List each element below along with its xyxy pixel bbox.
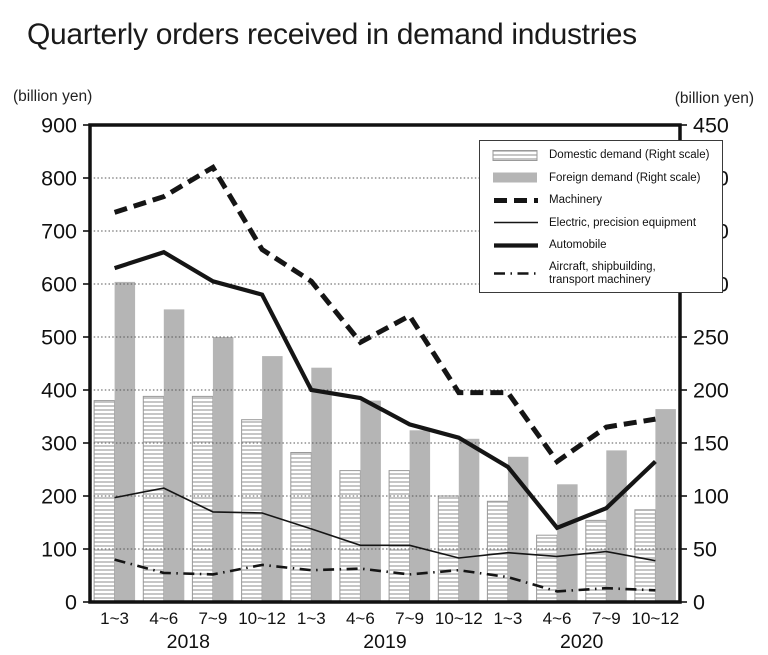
legend-label: Foreign demand (Right scale): [549, 171, 701, 184]
x-label-7: 10~12: [435, 609, 483, 628]
bar-domestic-2: [191, 395, 214, 603]
right-axis-label-250: 250: [693, 326, 729, 350]
legend: Domestic demand (Right scale) Foreign dem…: [479, 140, 723, 293]
legend-label: Aircraft, shipbuilding, transport machin…: [549, 261, 656, 286]
legend-item-thin-solid: Electric, precision equipment: [492, 216, 716, 229]
right-axis-label-450: 450: [693, 114, 729, 138]
right-axis-label-200: 200: [693, 379, 729, 403]
legend-swatch-thin-solid-icon: [492, 216, 542, 229]
page-title: Quarterly orders received in demand indu…: [27, 18, 637, 51]
left-axis-label-900: 900: [41, 114, 77, 138]
right-axis-label-0: 0: [693, 591, 705, 615]
bar-foreign-10: [606, 450, 627, 602]
legend-swatch-striped-bar-icon: [492, 149, 542, 162]
bar-domestic-5: [339, 470, 361, 603]
bar-foreign-0: [114, 281, 136, 602]
legend-label: Machinery: [549, 194, 603, 207]
legend-label: Electric, precision equipment: [549, 216, 697, 229]
bar-foreign-1: [163, 309, 185, 602]
bar-domestic-11: [634, 509, 656, 603]
legend-swatch-thick-dashed-icon: [492, 194, 542, 207]
left-axis-unit: (billion yen): [13, 88, 93, 105]
x-label-2: 7~9: [198, 609, 227, 628]
x-label-11: 10~12: [632, 609, 680, 628]
right-axis-unit: (billion yen): [674, 90, 754, 107]
legend-swatch-solid-bar-icon: [492, 171, 542, 184]
year-label-2020: 2020: [560, 631, 604, 653]
bar-domestic-7: [437, 495, 460, 603]
year-label-2018: 2018: [167, 631, 210, 653]
bar-foreign-3: [262, 356, 283, 602]
left-axis-label-300: 300: [41, 432, 77, 456]
x-label-9: 4~6: [543, 609, 572, 628]
x-label-1: 4~6: [149, 609, 178, 628]
right-axis-label-50: 50: [693, 538, 717, 562]
year-label-2019: 2019: [363, 631, 406, 653]
legend-label: Domestic demand (Right scale): [549, 149, 710, 162]
x-label-10: 7~9: [592, 609, 621, 628]
x-label-3: 10~12: [238, 609, 286, 628]
legend-item-thick-dashed: Machinery: [492, 194, 716, 207]
bar-foreign-5: [360, 400, 381, 602]
left-axis-label-800: 800: [41, 167, 77, 191]
legend-swatch-dash-dot-icon: [492, 267, 542, 280]
bar-domestic-9: [536, 534, 558, 603]
right-axis-label-150: 150: [693, 432, 729, 456]
legend-item-dash-dot: Aircraft, shipbuilding, transport machin…: [492, 261, 716, 286]
x-label-0: 1~3: [100, 609, 129, 628]
line-aircraft-shipbuilding-transport-machinery: [114, 558, 656, 593]
x-label-5: 4~6: [346, 609, 375, 628]
left-axis-label-0: 0: [65, 591, 77, 615]
legend-label: Automobile: [549, 239, 607, 252]
left-axis-label-600: 600: [41, 273, 77, 297]
right-axis-label-100: 100: [693, 485, 729, 509]
line-electric-precision-equipment: [114, 487, 656, 562]
bar-foreign-4: [311, 367, 332, 602]
left-axis-label-400: 400: [41, 379, 77, 403]
bar-domestic-0: [93, 400, 116, 603]
legend-item-striped-bar: Domestic demand (Right scale): [492, 149, 716, 162]
legend-swatch-thick-solid-icon: [492, 239, 542, 252]
bar-foreign-7: [458, 438, 480, 602]
x-label-6: 7~9: [395, 609, 424, 628]
bar-foreign-11: [655, 409, 676, 602]
bar-domestic-6: [388, 470, 411, 603]
bar-foreign-6: [409, 430, 431, 602]
left-axis-label-500: 500: [41, 326, 77, 350]
plot-border: [88, 123, 682, 604]
line-automobile: [113, 249, 657, 531]
legend-item-solid-bar: Foreign demand (Right scale): [492, 171, 716, 184]
bar-foreign-9: [557, 484, 578, 602]
left-axis-label-700: 700: [41, 220, 77, 244]
line-machinery: [113, 163, 656, 465]
bar-domestic-3: [241, 419, 263, 603]
data-lines: [113, 163, 657, 593]
bar-foreign-8: [507, 456, 529, 602]
bar-foreign-2: [212, 337, 234, 602]
left-axis-label-200: 200: [41, 485, 77, 509]
legend-item-thick-solid: Automobile: [492, 239, 716, 252]
bar-domestic-8: [486, 500, 509, 603]
x-label-8: 1~3: [493, 609, 522, 628]
x-label-4: 1~3: [297, 609, 326, 628]
left-axis-label-100: 100: [41, 538, 77, 562]
